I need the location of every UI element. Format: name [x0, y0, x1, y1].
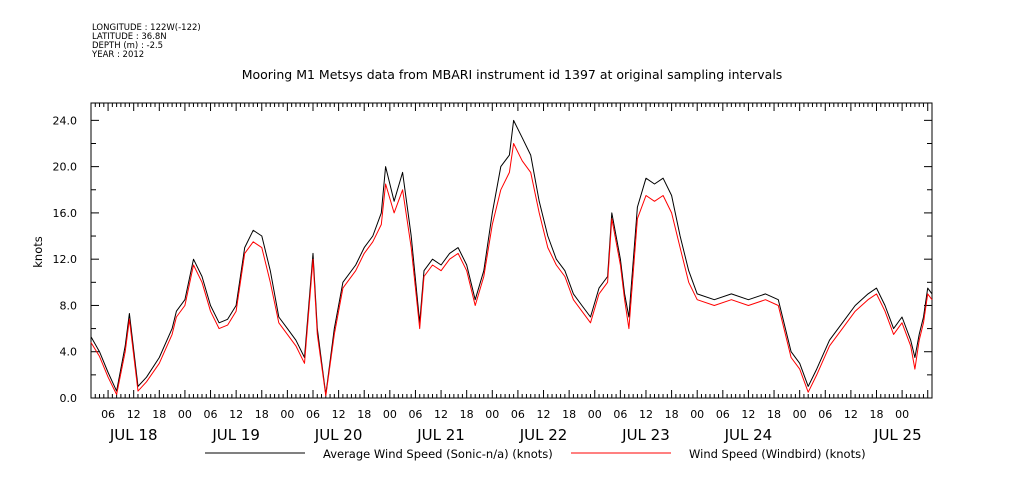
y-tick-label: 8.0 — [60, 299, 78, 312]
x-day-label: JUL 22 — [519, 426, 568, 444]
y-tick-label: 0.0 — [60, 392, 78, 405]
x-tick-label: 12 — [639, 408, 653, 421]
x-tick-label: 18 — [665, 408, 679, 421]
y-tick-label: 12.0 — [53, 253, 78, 266]
x-tick-label: 06 — [306, 408, 320, 421]
x-tick-label: 18 — [870, 408, 884, 421]
x-tick-label: 18 — [562, 408, 576, 421]
x-tick-label: 06 — [613, 408, 627, 421]
x-tick-label: 00 — [485, 408, 499, 421]
x-tick-label: 18 — [255, 408, 269, 421]
x-day-label: JUL 24 — [724, 426, 773, 444]
x-day-label: JUL 19 — [211, 426, 260, 444]
legend-label-average-wind: Average Wind Speed (Sonic-n/a) (knots) — [323, 447, 553, 461]
x-tick-label: 12 — [537, 408, 551, 421]
y-axis-label: knots — [31, 236, 45, 268]
x-day-label: JUL 21 — [416, 426, 465, 444]
x-day-label: JUL 18 — [109, 426, 158, 444]
x-day-label: JUL 25 — [873, 426, 922, 444]
x-tick-label: 12 — [741, 408, 755, 421]
x-tick-label: 00 — [895, 408, 909, 421]
x-tick-label: 00 — [280, 408, 294, 421]
x-day-label: JUL 23 — [621, 426, 670, 444]
x-tick-label: 12 — [434, 408, 448, 421]
chart-title: Mooring M1 Metsys data from MBARI instru… — [242, 67, 783, 82]
x-tick-label: 12 — [844, 408, 858, 421]
metadata-header: LONGITUDE : 122W(-122) LATITUDE : 36.8N … — [91, 23, 201, 60]
legend: Average Wind Speed (Sonic-n/a) (knots) W… — [205, 447, 866, 461]
x-tick-label: 18 — [460, 408, 474, 421]
axis-ticks — [90, 103, 933, 399]
plot-frame — [90, 102, 933, 399]
y-tick-label: 20.0 — [53, 161, 78, 174]
x-tick-label: 06 — [408, 408, 422, 421]
x-tick-label: 06 — [101, 408, 115, 421]
y-tick-label: 24.0 — [53, 114, 78, 127]
x-tick-label: 12 — [229, 408, 243, 421]
x-tick-label: 00 — [690, 408, 704, 421]
x-tick-label: 06 — [716, 408, 730, 421]
series-line-windbird — [90, 143, 933, 397]
legend-label-windbird: Wind Speed (Windbird) (knots) — [689, 447, 866, 461]
header-line: LONGITUDE : 122W(-122) — [92, 23, 201, 33]
header-line: DEPTH (m) : -2.5 — [92, 41, 163, 51]
x-tick-label: 18 — [767, 408, 781, 421]
header-line: LATITUDE : 36.8N — [92, 32, 167, 42]
x-tick-label: 18 — [357, 408, 371, 421]
axis-labels: 0.0 4.0 8.0 12.0 16.0 20.0 24.0 06 12 18 00 06 12 18 0… — [53, 114, 922, 444]
x-tick-label: 06 — [818, 408, 832, 421]
x-tick-label: 00 — [588, 408, 602, 421]
x-tick-label: 00 — [793, 408, 807, 421]
x-tick-label: 06 — [204, 408, 218, 421]
x-tick-label: 00 — [383, 408, 397, 421]
y-tick-label: 16.0 — [53, 207, 78, 220]
series-line-average-wind — [90, 119, 933, 395]
x-day-label: JUL 20 — [314, 426, 363, 444]
x-tick-label: 18 — [152, 408, 166, 421]
x-tick-label: 00 — [178, 408, 192, 421]
header-line: YEAR : 2012 — [91, 50, 144, 60]
x-tick-label: 06 — [511, 408, 525, 421]
x-tick-label: 12 — [127, 408, 141, 421]
y-tick-label: 4.0 — [60, 346, 78, 359]
x-tick-label: 12 — [332, 408, 346, 421]
series-lines — [90, 119, 933, 397]
